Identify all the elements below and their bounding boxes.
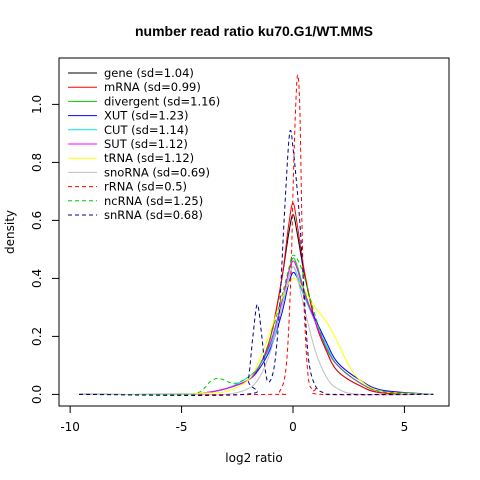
series-line-1 (79, 202, 434, 395)
y-tick-label-4: 0.8 (30, 153, 44, 172)
series-line-7 (79, 266, 434, 396)
series-lines (79, 74, 434, 396)
series-line-9 (79, 254, 434, 395)
legend-label-2: divergent (sd=1.16) (104, 94, 220, 108)
x-tick-label-1: -5 (176, 420, 188, 434)
legend-label-3: XUT (sd=1.23) (104, 109, 188, 123)
legend-label-9: ncRNA (sd=1.25) (104, 194, 203, 208)
x-axis: -10 -5 0 5 (60, 405, 409, 434)
x-tick-label-0: -10 (60, 420, 80, 434)
x-axis-label: log2 ratio (225, 451, 282, 465)
y-axis: 0.0 0.2 0.4 0.6 0.8 1.0 (30, 95, 60, 404)
legend-label-10: snRNA (sd=0.68) (104, 208, 203, 222)
y-tick-label-3: 0.6 (30, 211, 44, 230)
legend-label-7: snoRNA (sd=0.69) (104, 165, 210, 179)
series-line-8 (79, 74, 434, 396)
legend: gene (sd=1.04)mRNA (sd=0.99)divergent (s… (68, 66, 220, 222)
y-tick-label-0: 0.0 (30, 385, 44, 404)
y-tick-label-5: 1.0 (30, 95, 44, 114)
series-line-10 (79, 129, 434, 396)
series-line-4 (79, 266, 434, 395)
chart-title: number read ratio ku70.G1/WT.MMS (135, 23, 373, 39)
series-line-6 (79, 277, 434, 395)
y-tick-label-2: 0.4 (30, 269, 44, 288)
series-line-3 (79, 271, 434, 395)
legend-label-4: CUT (sd=1.14) (104, 123, 189, 137)
legend-label-8: rRNA (sd=0.5) (104, 180, 187, 194)
y-axis-label: density (3, 210, 17, 254)
x-tick-label-3: 5 (401, 420, 409, 434)
x-tick-label-2: 0 (289, 420, 297, 434)
legend-label-0: gene (sd=1.04) (104, 66, 194, 80)
series-line-2 (79, 257, 434, 395)
legend-label-1: mRNA (sd=0.99) (104, 80, 201, 94)
y-tick-label-1: 0.2 (30, 327, 44, 346)
legend-label-6: tRNA (sd=1.12) (104, 151, 194, 165)
legend-label-5: SUT (sd=1.12) (104, 137, 188, 151)
series-line-5 (79, 260, 434, 395)
